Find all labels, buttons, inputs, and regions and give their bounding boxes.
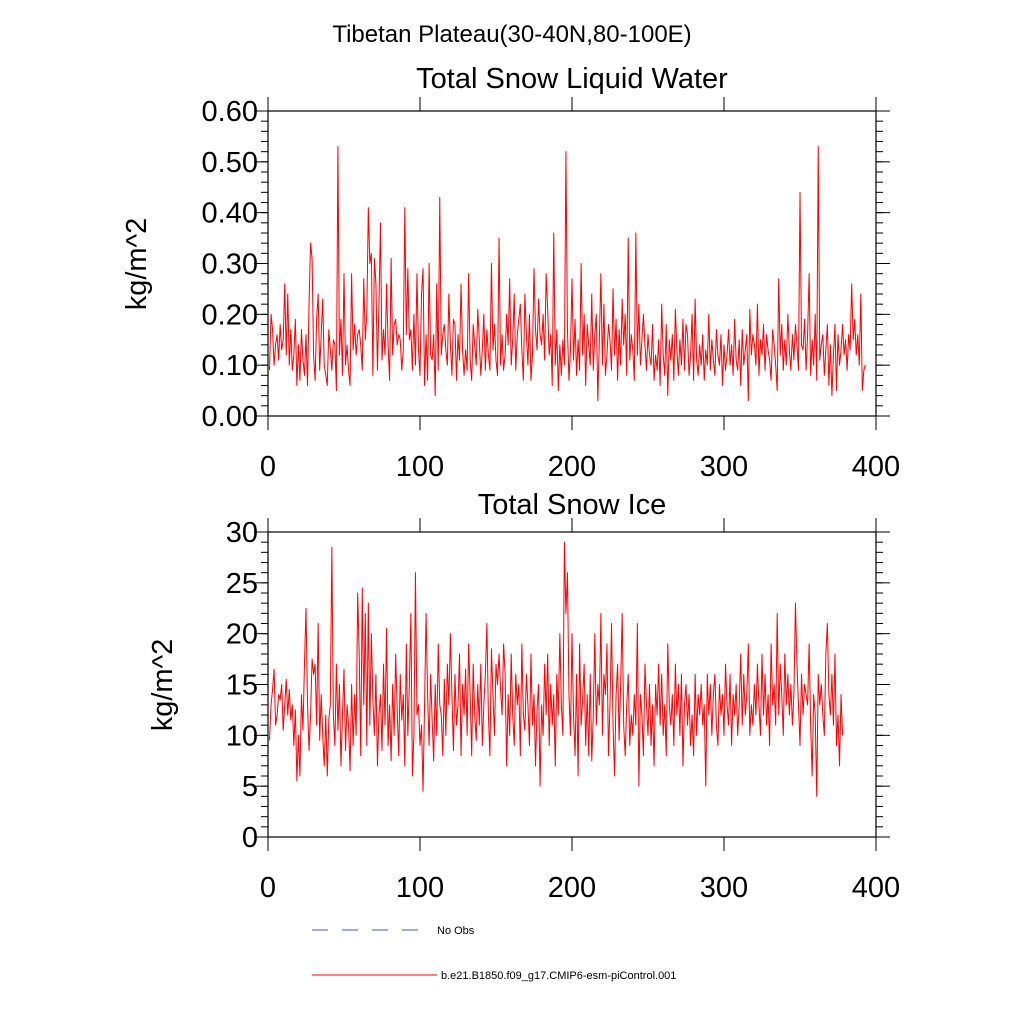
y-tick-label: 0.40 — [202, 198, 258, 230]
legend-obs-label: No Obs — [437, 925, 475, 937]
model-series-line — [269, 541, 844, 797]
y-tick-label: 0.00 — [202, 401, 258, 433]
y-tick-label: 10 — [226, 720, 258, 752]
x-tick-label: 200 — [548, 451, 596, 483]
tick-labels: 0.00 0.10 0.20 0.30 0.40 0.50 0.60 0 100 200 300 40… — [202, 96, 901, 483]
y-tick-label: 0 — [242, 822, 258, 854]
plot-frame — [267, 110, 877, 417]
x-tick-label: 400 — [852, 872, 900, 904]
x-tick-label: 100 — [396, 451, 444, 483]
y-tick-label: 20 — [226, 619, 258, 651]
figure-title: Tibetan Plateau(30-40N,80-100E) — [332, 21, 691, 48]
legend: No Obs b.e21.B1850.f09_g17.CMIP6-esm-piC… — [312, 925, 676, 982]
x-tick-label: 300 — [700, 872, 748, 904]
y-tick-label: 0.20 — [202, 299, 258, 331]
panel-snow-liquid-water: Total Snow Liquid Water kg/m^2 0.000.100… — [121, 63, 900, 483]
y-tick-label: 15 — [226, 670, 258, 702]
y-tick-label: 0.60 — [202, 96, 258, 128]
y-tick-label: 5 — [242, 771, 258, 803]
y-tick-label: 25 — [226, 568, 258, 600]
tick-marks — [254, 97, 890, 430]
x-tick-label: 0 — [260, 451, 276, 483]
chart-title: Total Snow Ice — [478, 489, 667, 521]
x-tick-label: 200 — [548, 872, 596, 904]
x-tick-label: 0 — [260, 872, 276, 904]
legend-model-label: b.e21.B1850.f09_g17.CMIP6-esm-piControl.… — [441, 970, 676, 982]
x-tick-label: 300 — [700, 451, 748, 483]
y-tick-label: 30 — [226, 517, 258, 549]
y-tick-label: 0.30 — [202, 249, 258, 281]
x-tick-label: 100 — [396, 872, 444, 904]
y-axis-label: kg/m^2 — [147, 639, 179, 732]
y-tick-label: 0.10 — [202, 350, 258, 382]
y-axis-label: kg/m^2 — [121, 218, 153, 311]
x-tick-label: 400 — [852, 451, 900, 483]
tick-marks — [254, 518, 890, 851]
y-tick-label: 0.50 — [202, 147, 258, 179]
chart-title: Total Snow Liquid Water — [416, 63, 728, 95]
model-series-line — [269, 146, 866, 402]
